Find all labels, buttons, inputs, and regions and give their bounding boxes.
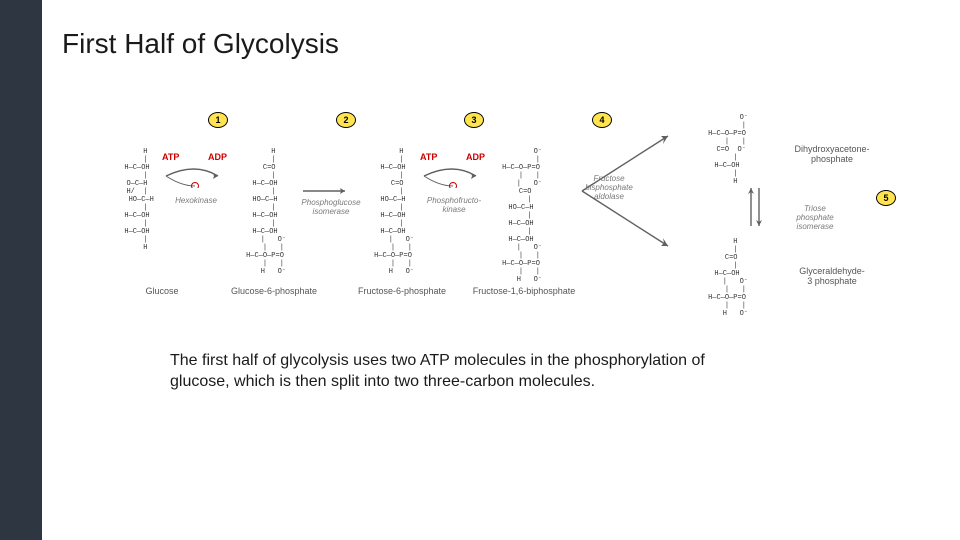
enzyme-pfk: Phosphofructo- kinase — [418, 196, 490, 214]
reaction-arrow — [422, 160, 484, 188]
molecule-chain: H | C=O | H—C—OH | O⁻ | | H—C—O—P=O | | … — [692, 238, 762, 318]
slide: First Half of Glycolysis 12345 H | H—C—O… — [0, 0, 960, 540]
molecule-label-glucose: Glucose — [102, 286, 222, 296]
enzyme-pgi: Phosphoglucose isomerase — [296, 198, 366, 216]
atp-label: ATP — [162, 152, 179, 162]
molecule-chain: O⁻ | H—C—O—P=O | | C=O O⁻ | H—C—OH | H — [692, 114, 762, 186]
step-badge-3: 3 — [464, 112, 484, 128]
enzyme-tpi: Triose phosphate isomerase — [782, 204, 848, 231]
molecule-chain: H | H—C—OH | O—C—H H/ | HO—C—H | H—C—OH … — [102, 148, 172, 252]
content-area: First Half of Glycolysis — [62, 28, 936, 60]
molecule-glucose: H | H—C—OH | O—C—H H/ | HO—C—H | H—C—OH … — [102, 148, 172, 252]
molecule-chain: O⁻ | H—C—O—P=O | | | O⁻ C=O | HO—C—H | H… — [486, 148, 556, 284]
atp-label: ATP — [420, 152, 437, 162]
reaction-arrow — [164, 160, 226, 188]
reaction-arrow — [302, 186, 352, 196]
molecule-dhap: O⁻ | H—C—O—P=O | | C=O O⁻ | H—C—OH | H — [692, 114, 762, 186]
interconvert-arrow — [744, 182, 766, 232]
slide-caption: The first half of glycolysis uses two AT… — [170, 350, 760, 392]
molecule-chain: H | C=O | H—C—OH | HO—C—H | H—C—OH | H—C… — [230, 148, 300, 276]
molecule-g6p: H | C=O | H—C—OH | HO—C—H | H—C—OH | H—C… — [230, 148, 300, 276]
step-badge-1: 1 — [208, 112, 228, 128]
glycolysis-diagram: 12345 H | H—C—OH | O—C—H H/ | HO—C—H | H… — [112, 112, 904, 332]
adp-label: ADP — [466, 152, 485, 162]
side-accent-bar — [0, 0, 42, 540]
molecule-label-g3p: Glyceraldehyde- 3 phosphate — [772, 266, 892, 286]
step-badge-2: 2 — [336, 112, 356, 128]
molecule-label-dhap: Dihydroxyacetone- phosphate — [772, 144, 892, 164]
enzyme-hexokinase: Hexokinase — [166, 196, 226, 205]
slide-title: First Half of Glycolysis — [62, 28, 936, 60]
molecule-label-g6p: Glucose-6-phosphate — [214, 286, 334, 296]
molecule-label-f6p: Fructose-6-phosphate — [342, 286, 462, 296]
adp-label: ADP — [208, 152, 227, 162]
molecule-label-f16bp: Fructose-1,6-biphosphate — [464, 286, 584, 296]
molecule-f16bp: O⁻ | H—C—O—P=O | | | O⁻ C=O | HO—C—H | H… — [486, 148, 556, 284]
enzyme-aldolase: Fructose bisphosphate aldolase — [574, 174, 644, 201]
step-badge-5: 5 — [876, 190, 896, 206]
molecule-g3p: H | C=O | H—C—OH | O⁻ | | H—C—O—P=O | | … — [692, 238, 762, 318]
